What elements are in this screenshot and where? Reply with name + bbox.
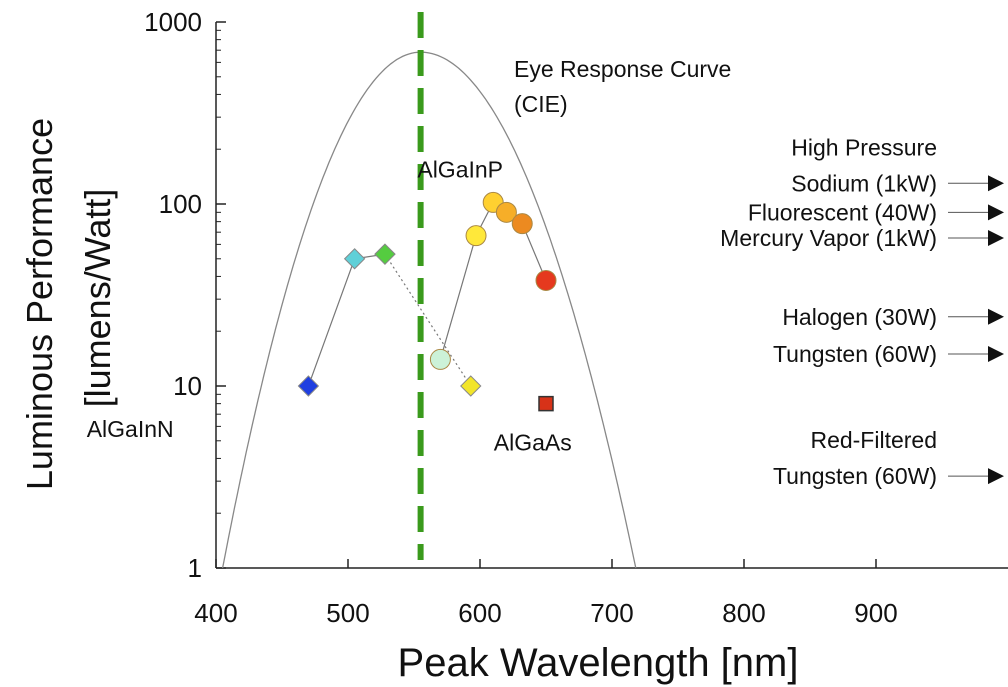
reference-lamp-label: Fluorescent (40W) — [748, 199, 937, 225]
data-point-circle — [429, 348, 451, 370]
y-axis-label-line2: [lumens/Watt] — [77, 189, 118, 408]
reference-lamp: High Pressure Sodium (1kW) — [791, 134, 1004, 196]
reference-lamp-arrow — [988, 308, 1004, 325]
reference-lamp: Halogen (30W) — [782, 304, 1004, 330]
reference-lamp-arrow — [988, 230, 1004, 247]
y-tick-label: 1 — [188, 553, 202, 583]
x-tick-label: 400 — [194, 598, 237, 628]
reference-lamp: Fluorescent (40W) — [748, 199, 1004, 225]
reference-lamp-arrow — [988, 204, 1004, 221]
eye-response-label-line2: (CIE) — [514, 91, 568, 117]
data-point-diamond — [343, 248, 366, 270]
x-axis-label: Peak Wavelength [nm] — [398, 641, 799, 685]
data-point-circle — [535, 269, 557, 291]
y-axis-label-line1: Luminous Performance — [19, 118, 60, 490]
x-tick-label: 500 — [326, 598, 369, 628]
reference-lamp: Red-Filtered Tungsten (60W) — [773, 427, 1004, 489]
reference-lamp: Tungsten (60W) — [773, 341, 1004, 367]
data-point-circle — [495, 201, 517, 223]
y-tick-label: 100 — [159, 189, 202, 219]
data-point-diamond — [374, 243, 396, 265]
series-line — [384, 253, 472, 387]
y-tick-label: 1000 — [144, 7, 202, 37]
data-point-diamond — [297, 375, 320, 397]
x-tick-label: 600 — [458, 598, 501, 628]
series-label-layer: AlGaInN AlGaInP AlGaAs — [87, 156, 572, 455]
x-tick-label: 900 — [854, 598, 897, 628]
eye-response-label-line1: Eye Response Curve — [514, 56, 731, 82]
data-point-square — [538, 395, 554, 412]
series-markers — [297, 191, 557, 412]
series-line — [307, 253, 386, 387]
x-axis: 400 500 600 700 800 900 — [194, 559, 898, 628]
data-point-circle — [465, 225, 487, 247]
series-lines — [307, 201, 547, 387]
series-label: AlGaInP — [417, 156, 503, 182]
reference-lamp-label: Red-Filtered — [810, 427, 937, 453]
eye-response-curve — [221, 51, 637, 569]
reference-lamp-label: Tungsten (60W) — [773, 341, 937, 367]
series-label: AlGaInN — [87, 416, 174, 442]
series-layer — [297, 191, 557, 412]
reference-lamp-arrow — [988, 468, 1004, 485]
eye-response-layer — [221, 12, 637, 569]
reference-lamp-label: Halogen (30W) — [782, 304, 937, 330]
reference-lamp-label: Sodium (1kW) — [791, 170, 937, 196]
y-axis: 1 10 100 1000 — [144, 7, 226, 583]
reference-lamp-label: High Pressure — [791, 134, 937, 160]
reference-lamp-arrow — [988, 345, 1004, 362]
y-tick-label: 10 — [173, 371, 202, 401]
x-tick-label: 800 — [722, 598, 765, 628]
reference-lamp-label: Tungsten (60W) — [773, 463, 937, 489]
series-label: AlGaAs — [494, 429, 572, 455]
reference-lamp: Mercury Vapor (1kW) — [720, 225, 1004, 251]
reference-lamp-layer: High Pressure Sodium (1kW) Fluorescent (40… — [720, 134, 1004, 489]
data-point-diamond — [460, 375, 482, 397]
data-point-circle — [511, 213, 533, 235]
x-tick-label: 700 — [590, 598, 633, 628]
reference-lamp-label: Mercury Vapor (1kW) — [720, 225, 937, 251]
reference-lamp-arrow — [988, 175, 1004, 192]
